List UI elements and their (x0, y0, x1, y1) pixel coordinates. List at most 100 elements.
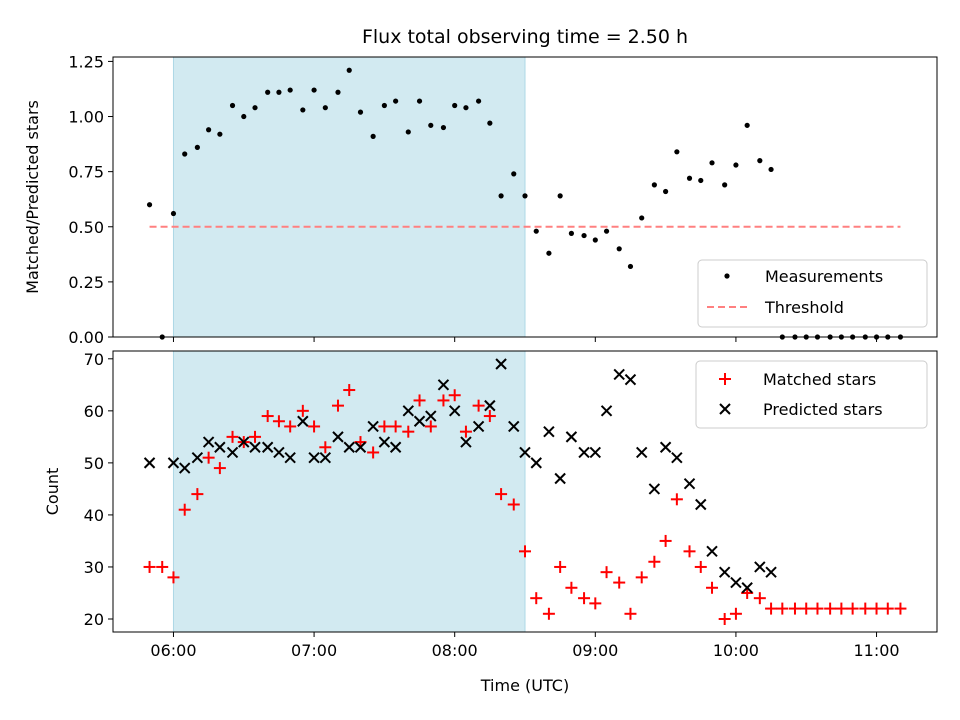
matched-star-point (178, 503, 191, 516)
measurement-points (146, 67, 904, 340)
matched-star-point (202, 451, 215, 464)
measurement-point (546, 250, 552, 256)
matched-star-point (648, 555, 661, 568)
predicted-star-point (460, 436, 472, 448)
x-tick-label: 11:00 (853, 641, 899, 660)
predicted-star-point (448, 405, 461, 417)
bottom-y-tick-label: 50 (84, 454, 104, 473)
measurement-point (616, 246, 622, 252)
matched-star-point (811, 602, 824, 615)
matched-star-point (143, 560, 156, 573)
predicted-star-point (636, 446, 648, 459)
measurement-point (428, 122, 434, 128)
x-tick-label: 09:00 (572, 641, 618, 660)
legend-measurements-marker (724, 273, 730, 279)
measurement-point (581, 232, 587, 239)
top-x-ticks (172, 337, 878, 342)
matched-star-point (284, 420, 297, 433)
measurement-point (663, 188, 669, 195)
measurement-point (709, 160, 715, 166)
predicted-star-point (413, 415, 426, 427)
measurement-point (498, 193, 504, 199)
matched-star-point (683, 545, 696, 558)
top-y-ticks: 0.00 0.25 0.50 0.75 1.00 1.25 (68, 52, 113, 347)
predicted-star-point (706, 545, 718, 558)
predicted-star-point (578, 446, 590, 459)
predicted-stars-points (143, 358, 777, 594)
bottom-y-tick-label: 40 (84, 506, 104, 525)
matched-star-point (870, 602, 883, 615)
predicted-star-point (530, 457, 542, 469)
predicted-star-point (508, 420, 520, 433)
bottom-y-tick-label: 70 (84, 350, 104, 369)
measurement-point (370, 133, 376, 139)
matched-star-point (800, 602, 813, 615)
measurement-point (463, 105, 469, 111)
matched-star-point (378, 420, 391, 433)
matched-star-point (530, 592, 543, 605)
predicted-star-point (741, 582, 753, 594)
predicted-star-point (543, 425, 555, 438)
predicted-star-point (238, 436, 250, 448)
top-y-tick-label: 1.25 (68, 52, 104, 71)
measurement-point (357, 109, 364, 115)
matched-star-point (824, 602, 837, 615)
predicted-star-point (730, 576, 742, 589)
predicted-star-point (765, 566, 777, 578)
matched-star-point (670, 493, 683, 506)
predicted-star-point (343, 441, 355, 453)
predicted-star-point (437, 379, 450, 391)
matched-star-point (213, 462, 226, 475)
bottom-y-tick-label: 30 (84, 558, 104, 577)
matched-star-point (578, 592, 591, 605)
matched-star-point (554, 560, 567, 573)
matched-star-point (308, 420, 321, 433)
predicted-star-point (367, 420, 379, 433)
x-tick-label: 10:00 (713, 641, 759, 660)
matched-stars-points (143, 384, 907, 625)
x-tick-label: 06:00 (150, 641, 196, 660)
matched-star-point (718, 612, 731, 625)
matched-star-point (835, 602, 848, 615)
predicted-star-point (273, 446, 285, 459)
top-shaded-interval (172, 56, 526, 338)
matched-star-point (729, 607, 742, 620)
matched-star-point (389, 420, 402, 433)
measurement-point (405, 129, 411, 135)
measurement-point (170, 210, 177, 217)
top-axes-frame (112, 56, 938, 338)
predicted-star-point (495, 358, 507, 370)
matched-star-point (565, 581, 578, 594)
predicted-star-point (226, 446, 239, 459)
measurement-point (533, 228, 539, 234)
measurement-point (194, 144, 200, 150)
bottom-axes-frame (112, 350, 938, 633)
bottom-panel: 20 30 40 50 60 70 06:00 07:00 08:00 09:00 10:00 11… (43, 350, 938, 695)
measurement-point (440, 124, 447, 131)
matched-star-point (413, 394, 426, 407)
predicted-star-point (554, 472, 566, 485)
predicted-star-point (297, 415, 309, 427)
predicted-star-point (202, 436, 215, 448)
measurement-point (182, 151, 188, 157)
legend-predicted-marker (719, 403, 731, 415)
measurement-point (217, 131, 223, 137)
matched-star-point (706, 581, 719, 594)
matched-star-point (753, 592, 766, 605)
measurement-point (639, 215, 645, 221)
predicted-star-point (484, 399, 496, 412)
chart-title: Flux total observing time = 2.50 h (362, 26, 688, 48)
measurement-point (674, 149, 680, 155)
measurement-point (322, 105, 328, 111)
predicted-star-point (308, 451, 320, 464)
measurement-point (475, 98, 482, 104)
measurement-point (206, 127, 212, 133)
predicted-star-point (143, 457, 156, 469)
predicted-star-point (754, 561, 766, 573)
matched-star-point (424, 420, 437, 433)
measurement-point (698, 177, 704, 184)
bottom-x-ticks: 06:00 07:00 08:00 09:00 10:00 11:00 (150, 632, 900, 660)
measurement-point (768, 166, 774, 173)
predicted-star-point (519, 446, 531, 459)
matched-star-point (589, 597, 602, 610)
